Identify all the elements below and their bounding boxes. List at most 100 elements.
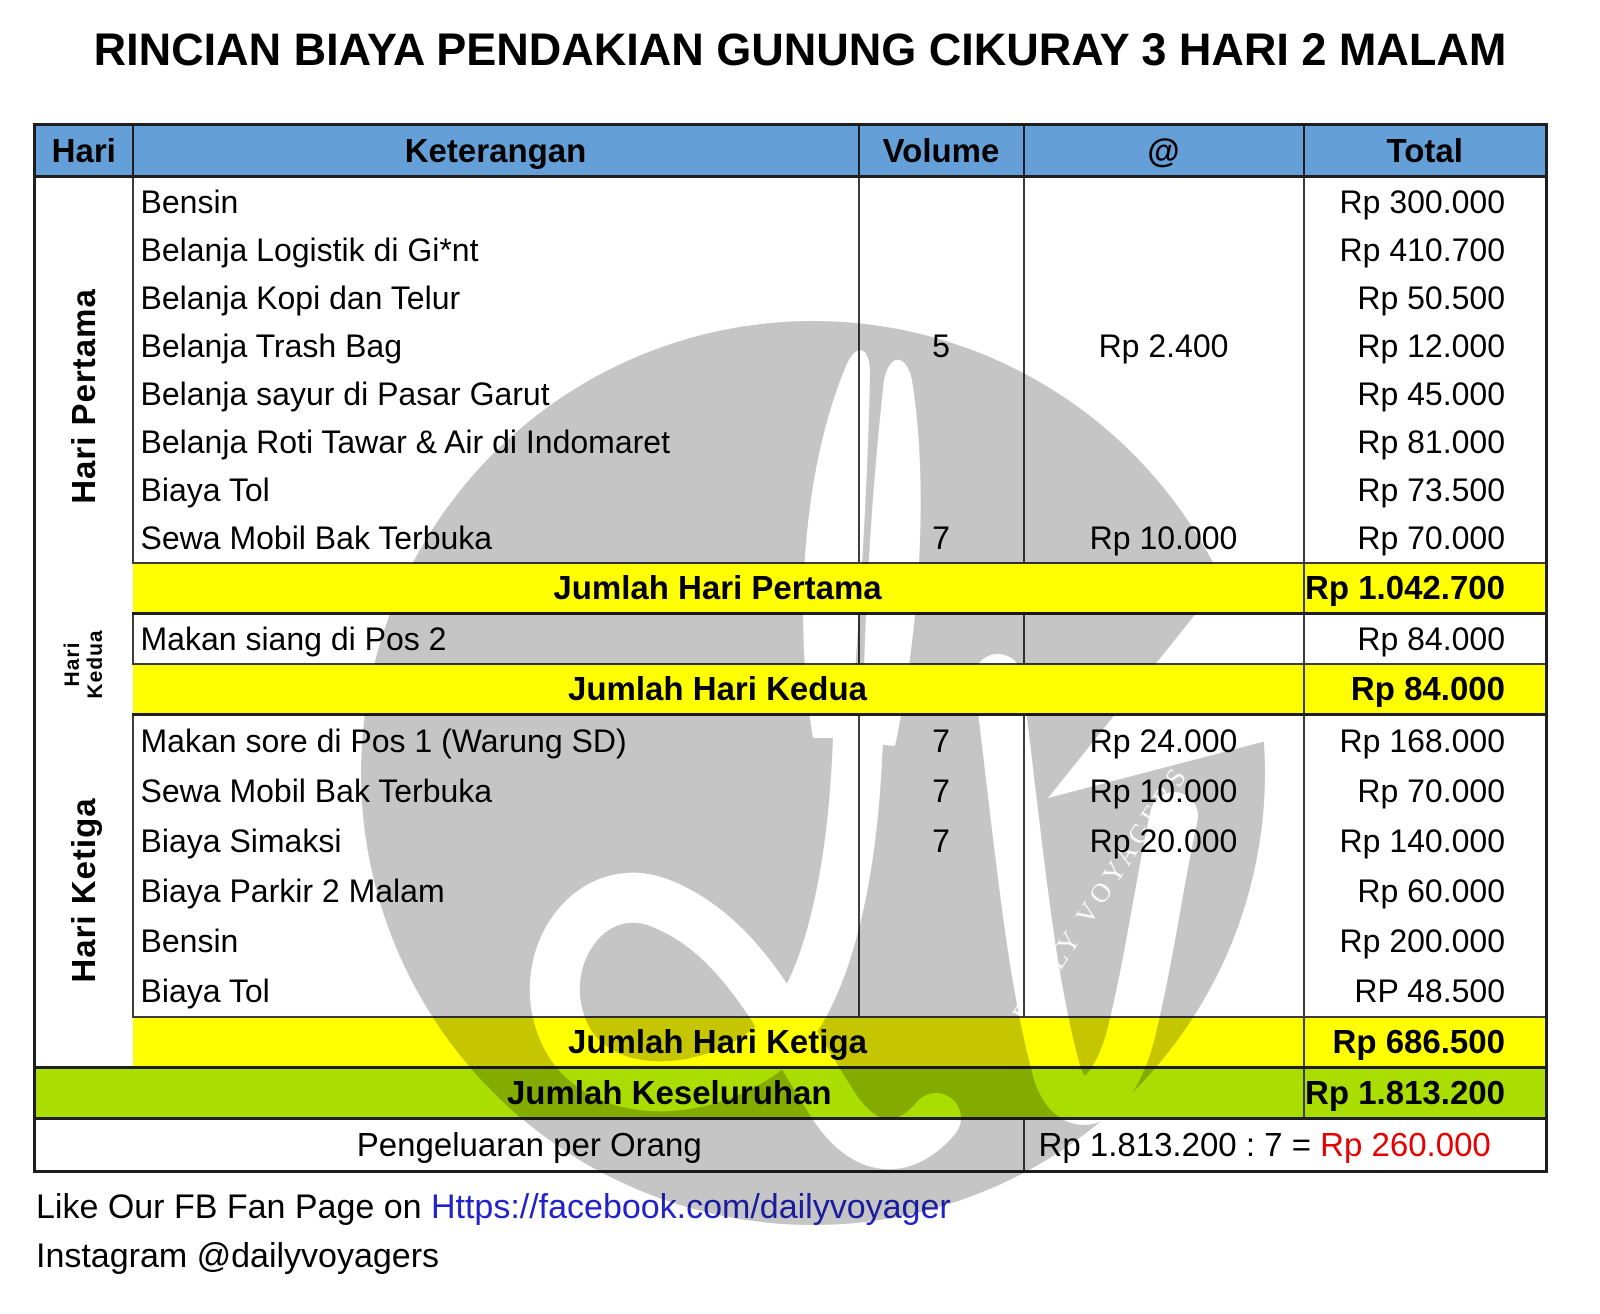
total-cell: Rp 50.500: [1302, 274, 1547, 322]
summary-total: Rp 84.000: [1302, 663, 1547, 716]
col-header-hari: Hari: [34, 124, 133, 178]
table-row: Biaya Parkir 2 Malam Rp 60.000: [35, 866, 1547, 916]
table-row: Biaya Simaksi 7 Rp 20.000 Rp 140.000: [35, 816, 1547, 866]
unit-price-cell: [1022, 866, 1304, 916]
keterangan-cell: Belanja Logistik di Gi*nt: [131, 226, 859, 274]
day-label-cell: Hari Kedua: [35, 614, 133, 715]
grand-total-value: Rp 1.813.200: [1302, 1066, 1547, 1120]
table-row: Sewa Mobil Bak Terbuka 7 Rp 10.000 Rp 70.00…: [35, 766, 1547, 816]
table-row: Hari Kedua Makan siang di Pos 2 Rp 84.000: [35, 613, 1547, 699]
summary-label: Jumlah Hari Pertama: [132, 562, 1304, 615]
total-cell: Rp 70.000: [1302, 766, 1547, 816]
table-row: Hari Pertama Bensin Rp 300.000: [35, 176, 1547, 504]
total-cell: Rp 45.000: [1302, 370, 1547, 418]
summary-total: Rp 1.042.700: [1302, 562, 1547, 615]
total-cell: Rp 12.000: [1302, 322, 1547, 370]
table-row: Belanja Logistik di Gi*nt Rp 410.700: [35, 226, 1547, 274]
table-row: Biaya Tol Rp 73.500: [35, 466, 1547, 514]
keterangan-cell: Belanja sayur di Pasar Garut: [131, 370, 859, 418]
total-cell: RP 48.500: [1302, 966, 1547, 1017]
footer: Like Our FB Fan Page on Https://facebook…: [36, 1183, 951, 1281]
keterangan-cell: Makan sore di Pos 1 (Warung SD): [131, 714, 859, 766]
table-row: Biaya Tol RP 48.500: [35, 966, 1547, 1017]
volume-cell: [857, 418, 1024, 466]
summary-label: Jumlah Hari Kedua: [132, 663, 1304, 716]
col-header-keterangan: Keterangan: [131, 124, 859, 178]
total-cell: Rp 70.000: [1302, 514, 1547, 563]
grand-total-row: Jumlah Keseluruhan Rp 1.813.200: [34, 1066, 1547, 1120]
unit-price-cell: [1022, 226, 1304, 274]
keterangan-cell: Biaya Simaksi: [131, 816, 859, 866]
per-person-calc-expression: Rp 1.813.200 : 7 =: [1038, 1126, 1321, 1163]
summary-label: Jumlah Hari Ketiga: [132, 1016, 1304, 1069]
per-person-amount: Rp 260.000: [1320, 1126, 1491, 1163]
volume-cell: [857, 466, 1024, 514]
volume-cell: [857, 176, 1024, 226]
volume-cell: [857, 613, 1024, 664]
keterangan-cell: Belanja Kopi dan Telur: [131, 274, 859, 322]
day-label: Hari Kedua: [60, 629, 107, 699]
table-row: Belanja Roti Tawar & Air di Indomaret Rp …: [35, 418, 1547, 466]
unit-price-cell: [1022, 916, 1304, 966]
fb-prefix: Like Our FB Fan Page on: [36, 1188, 431, 1226]
volume-cell: 7: [857, 816, 1024, 866]
volume-cell: [857, 274, 1024, 322]
col-header-at: @: [1022, 124, 1304, 178]
table-row: Hari Ketiga Makan sore di Pos 1 (Warung S…: [35, 714, 1547, 983]
fb-link[interactable]: Https://facebook.com/dailyvoyager: [430, 1188, 951, 1226]
keterangan-cell: Sewa Mobil Bak Terbuka: [131, 766, 859, 816]
keterangan-cell: Belanja Roti Tawar & Air di Indomaret: [131, 418, 859, 466]
total-cell: Rp 81.000: [1302, 418, 1547, 466]
table-row: Bensin Rp 200.000: [35, 916, 1547, 966]
unit-price-cell: [1022, 966, 1304, 1017]
per-person-row: Pengeluaran per Orang Rp 1.813.200 : 7 = …: [34, 1118, 1547, 1172]
per-person-label: Pengeluaran per Orang: [34, 1118, 1024, 1172]
total-cell: Rp 73.500: [1302, 466, 1547, 514]
keterangan-cell: Biaya Tol: [131, 966, 859, 1017]
table-row: Sewa Mobil Bak Terbuka 7 Rp 10.000 Rp 70.00…: [35, 514, 1547, 563]
col-header-volume: Volume: [857, 124, 1024, 178]
fb-line: Like Our FB Fan Page on Https://facebook…: [36, 1183, 951, 1232]
unit-price-cell: Rp 10.000: [1022, 514, 1304, 563]
total-cell: Rp 168.000: [1302, 714, 1547, 766]
unit-price-cell: Rp 2.400: [1022, 322, 1304, 370]
volume-cell: 5: [857, 322, 1024, 370]
keterangan-cell: Belanja Trash Bag: [131, 322, 859, 370]
total-cell: Rp 200.000: [1302, 916, 1547, 966]
table-row: Belanja sayur di Pasar Garut Rp 45.000: [35, 370, 1547, 418]
volume-cell: 7: [857, 714, 1024, 766]
expense-table: Hari Keterangan Volume @ Total Hari Pert…: [33, 123, 1548, 1225]
keterangan-cell: Biaya Parkir 2 Malam: [131, 866, 859, 916]
table-row: Belanja Kopi dan Telur Rp 50.500: [35, 274, 1547, 322]
volume-cell: [857, 916, 1024, 966]
table-row: Belanja Trash Bag 5 Rp 2.400 Rp 12.000: [35, 322, 1547, 370]
total-cell: Rp 140.000: [1302, 816, 1547, 866]
volume-cell: 7: [857, 766, 1024, 816]
day-label: Hari Pertama: [64, 287, 102, 504]
summary-row: Jumlah Hari Ketiga Rp 686.500: [35, 1016, 1547, 1069]
header-row: Hari Keterangan Volume @ Total: [34, 124, 1547, 178]
col-header-total: Total: [1302, 124, 1547, 178]
volume-cell: 7: [857, 514, 1024, 563]
per-person-calc: Rp 1.813.200 : 7 = Rp 260.000: [1022, 1118, 1547, 1172]
keterangan-cell: Makan siang di Pos 2: [131, 613, 859, 664]
day-label-cell: Hari Pertama: [35, 177, 133, 614]
keterangan-cell: Biaya Tol: [131, 466, 859, 514]
total-cell: Rp 60.000: [1302, 866, 1547, 916]
total-cell: Rp 410.700: [1302, 226, 1547, 274]
unit-price-cell: Rp 24.000: [1022, 714, 1304, 766]
expense-table-grid: Hari Keterangan Volume @ Total Hari Pert…: [33, 123, 1548, 1173]
unit-price-cell: Rp 20.000: [1022, 816, 1304, 866]
keterangan-cell: Bensin: [131, 176, 859, 226]
instagram-line: Instagram @dailyvoyagers: [36, 1237, 440, 1275]
keterangan-cell: Bensin: [131, 916, 859, 966]
volume-cell: [857, 866, 1024, 916]
day-label-cell: Hari Ketiga: [35, 715, 133, 1068]
volume-cell: [857, 370, 1024, 418]
volume-cell: [857, 226, 1024, 274]
summary-total: Rp 686.500: [1302, 1016, 1547, 1069]
unit-price-cell: [1022, 613, 1304, 664]
unit-price-cell: [1022, 176, 1304, 226]
grand-total-label: Jumlah Keseluruhan: [34, 1066, 1304, 1120]
